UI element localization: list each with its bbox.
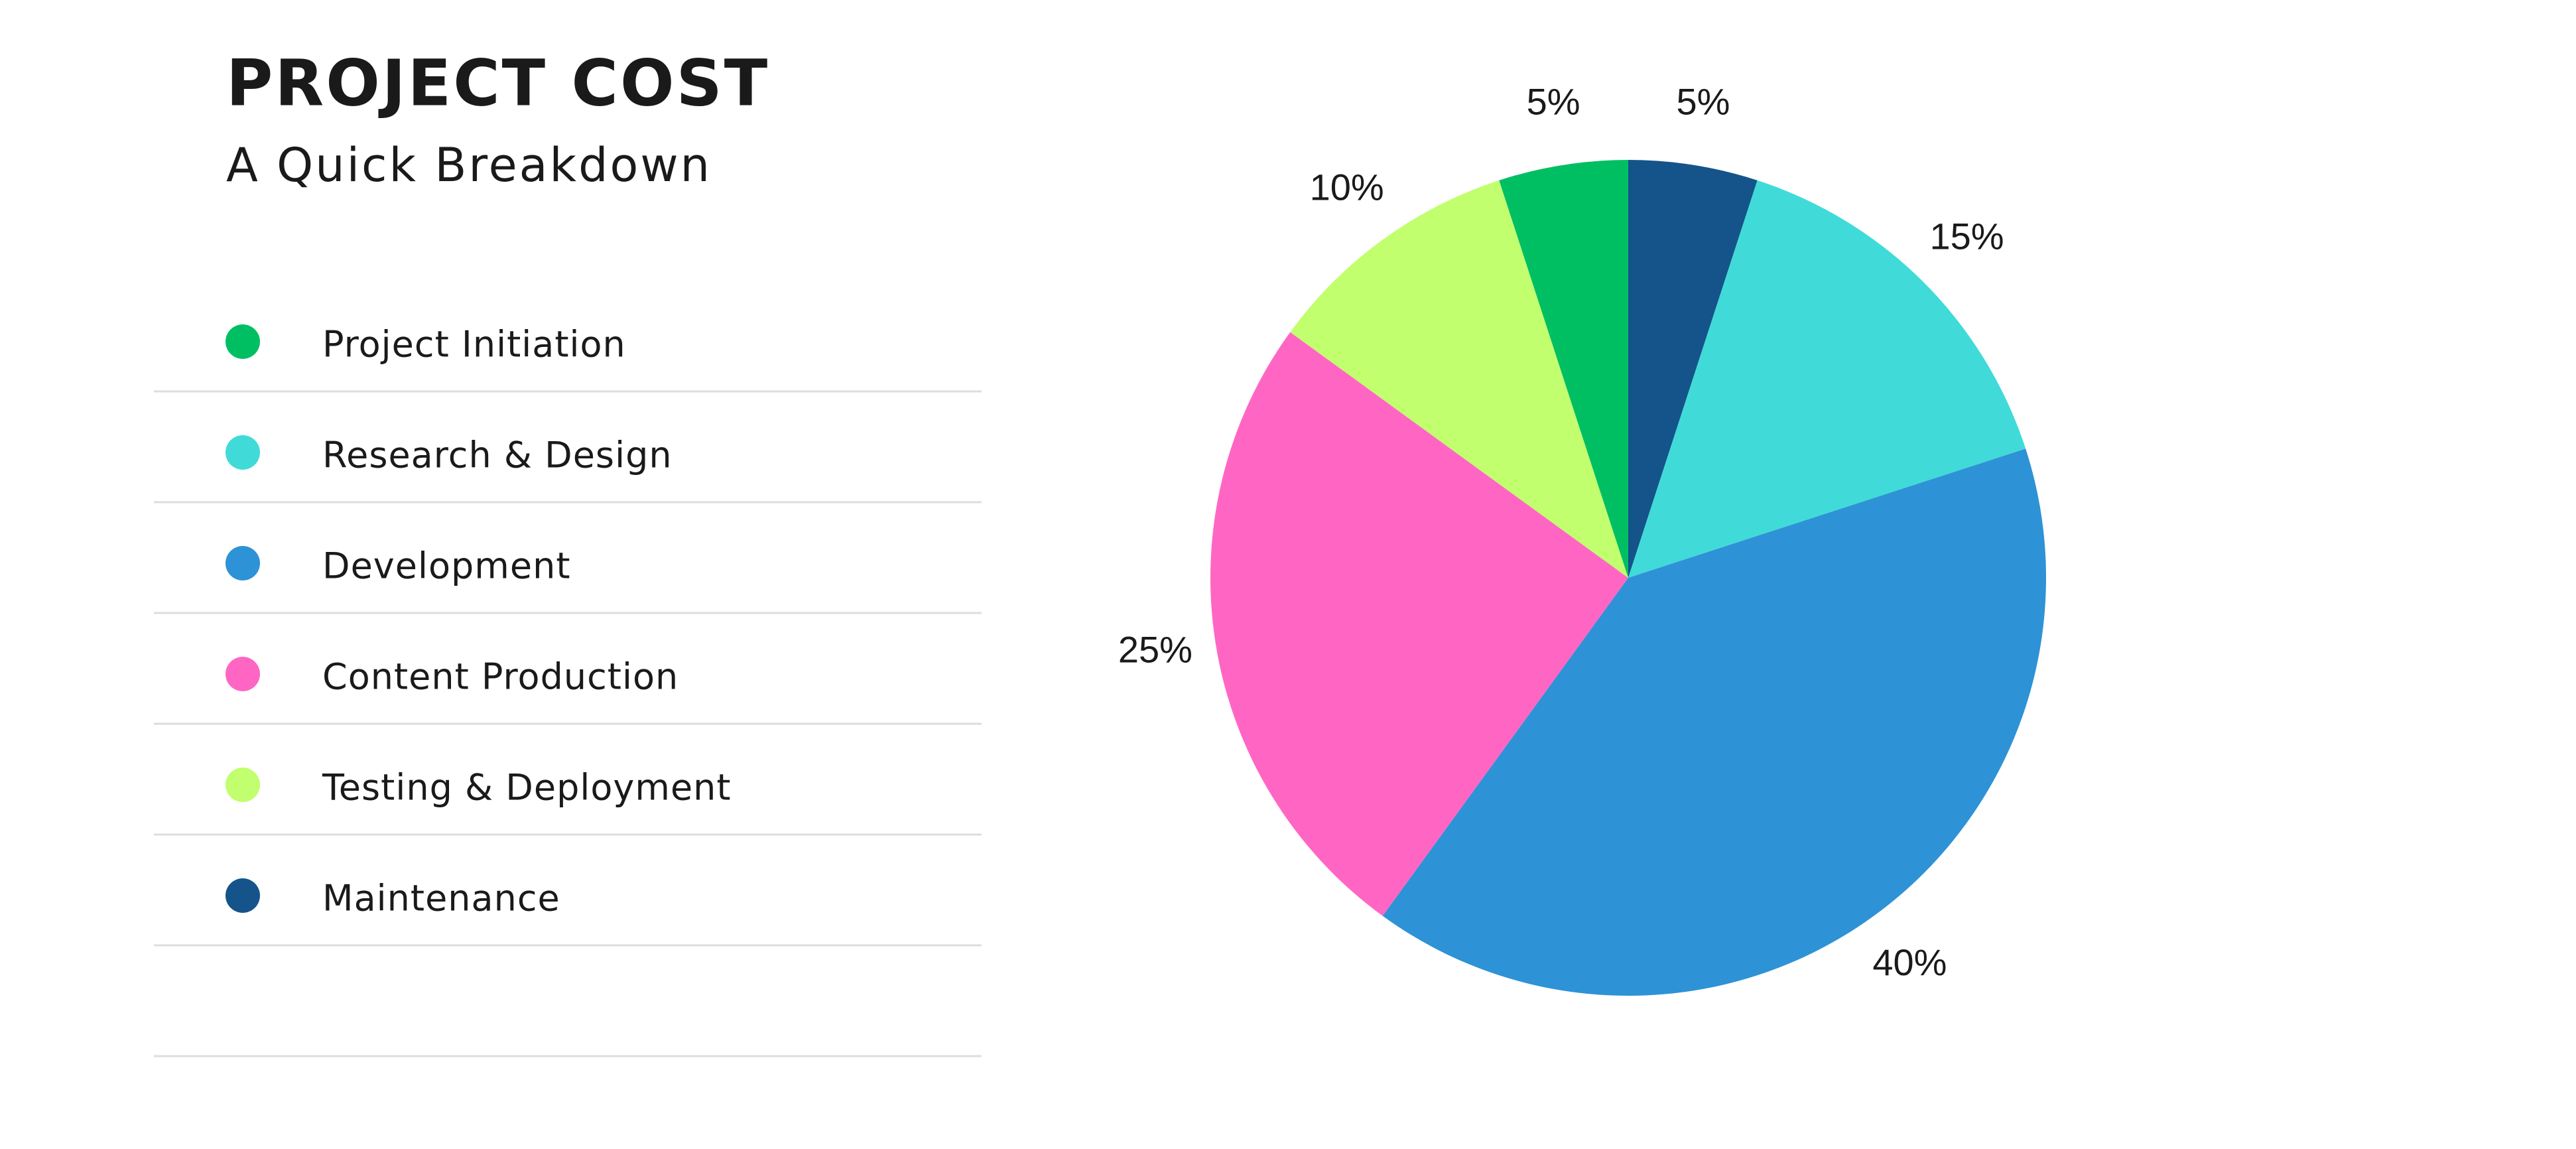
data-label: 40% bbox=[1872, 941, 1947, 983]
data-label: 5% bbox=[1676, 81, 1730, 123]
legend-label: Research & Design bbox=[322, 435, 673, 476]
pie-slice bbox=[1290, 180, 1628, 578]
legend-dot bbox=[225, 435, 260, 470]
legend-label: Project Initiation bbox=[322, 324, 626, 366]
data-label: 10% bbox=[1310, 167, 1384, 208]
data-label: 5% bbox=[1527, 81, 1580, 123]
pie-slice bbox=[1499, 160, 1628, 578]
legend-label: Content Production bbox=[322, 656, 678, 698]
data-label: 15% bbox=[1929, 215, 2004, 257]
legend-dot bbox=[225, 657, 260, 691]
legend-label: Testing & Deployment bbox=[322, 767, 732, 809]
pie-slice bbox=[1210, 332, 1628, 916]
legend-dot bbox=[225, 878, 260, 913]
legend-dot bbox=[225, 546, 260, 580]
legend-dot bbox=[225, 768, 260, 802]
legend-label: Maintenance bbox=[322, 878, 560, 919]
pie-slice bbox=[1628, 180, 2026, 578]
pie-slice bbox=[1628, 160, 1758, 578]
chart-subtitle: A Quick Breakdown bbox=[226, 138, 712, 192]
legend-dot bbox=[225, 324, 260, 359]
data-label: 25% bbox=[1118, 629, 1192, 671]
pie-slice bbox=[1382, 448, 2047, 996]
chart-title: PROJECT COST bbox=[226, 46, 769, 120]
legend-label: Development bbox=[322, 545, 571, 587]
